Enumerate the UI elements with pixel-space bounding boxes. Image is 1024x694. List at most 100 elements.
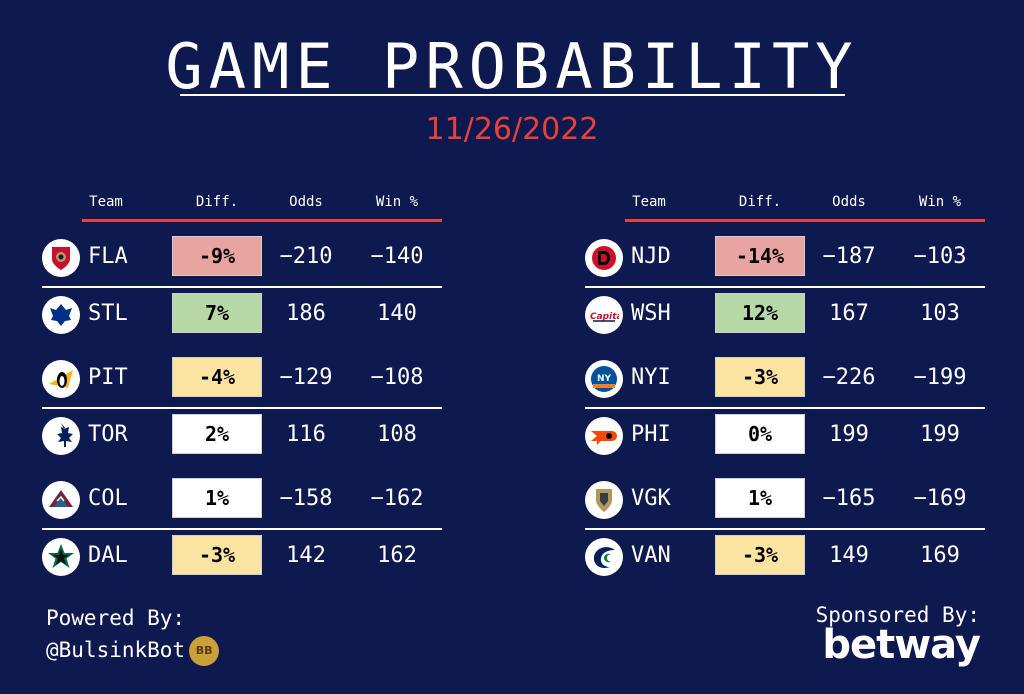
table-row: FLA -9% −210 −140 [42, 233, 442, 283]
team-abbr: VGK [631, 486, 671, 511]
capitals-logo-icon: Capitals [585, 296, 623, 334]
team-abbr: TOR [88, 422, 128, 447]
win-value: 199 [920, 422, 960, 447]
odds-value: 142 [286, 543, 326, 568]
team-abbr: PIT [88, 365, 128, 390]
team-abbr: FLA [88, 244, 128, 269]
team-abbr: STL [88, 301, 128, 326]
penguins-logo-icon [42, 360, 80, 398]
right-probability-table: Team Diff. Odds Win % NJD -14% −187 −103… [585, 188, 985, 576]
header-win: Win % [375, 194, 419, 210]
team-abbr: NYI [631, 365, 671, 390]
row-divider [585, 286, 985, 288]
sponsor-logo: betway [822, 622, 981, 668]
odds-value: 149 [829, 543, 869, 568]
table-row: Capitals WSH 12% 167 103 [585, 290, 985, 340]
sponsored-label: Sponsored By: [815, 603, 980, 627]
diff-badge: -4% [172, 357, 262, 397]
win-value: 103 [920, 301, 960, 326]
diff-badge: 2% [172, 414, 262, 454]
title-underline [180, 94, 845, 96]
game-date: 11/26/2022 [425, 112, 599, 147]
win-value: −199 [913, 365, 967, 390]
diff-badge: -3% [172, 535, 262, 575]
row-divider [42, 286, 442, 288]
win-value: 162 [377, 543, 417, 568]
odds-value: 116 [286, 422, 326, 447]
table-row: TOR 2% 116 108 [42, 411, 442, 461]
diff-badge: -3% [715, 535, 805, 575]
header-team: Team [632, 194, 666, 210]
win-value: −103 [913, 244, 967, 269]
header-odds: Odds [832, 194, 866, 210]
table-row: DAL -3% 142 162 [42, 532, 442, 582]
maple-leafs-logo-icon [42, 417, 80, 455]
win-value: −169 [913, 486, 967, 511]
team-abbr: PHI [631, 422, 671, 447]
diff-badge: -9% [172, 236, 262, 276]
blues-logo-icon [42, 296, 80, 334]
table-row: STL 7% 186 140 [42, 290, 442, 340]
odds-value: −226 [822, 365, 876, 390]
win-value: 140 [377, 301, 417, 326]
odds-value: −210 [279, 244, 333, 269]
table-row: VAN -3% 149 169 [585, 532, 985, 582]
diff-badge: 12% [715, 293, 805, 333]
row-divider [585, 407, 985, 409]
diff-badge: 1% [715, 478, 805, 518]
diff-badge: -3% [715, 357, 805, 397]
powered-handle-line: @BulsinkBot BB [46, 634, 220, 666]
row-divider [42, 528, 442, 530]
win-value: 108 [377, 422, 417, 447]
table-header: Team Diff. Odds Win % [585, 188, 985, 222]
svg-text:NY: NY [597, 374, 612, 384]
header-diff: Diff. [738, 194, 782, 210]
win-value: −140 [370, 244, 424, 269]
header-rule [625, 219, 985, 222]
odds-value: −158 [279, 486, 333, 511]
diff-badge: -14% [715, 236, 805, 276]
row-divider [585, 528, 985, 530]
header-diff: Diff. [195, 194, 239, 210]
sponsored-by: Sponsored By: betway [815, 603, 981, 668]
table-header: Team Diff. Odds Win % [42, 188, 442, 222]
islanders-logo-icon: NY [585, 360, 623, 398]
devils-logo-icon [585, 239, 623, 277]
stars-logo-icon [42, 538, 80, 576]
diff-badge: 1% [172, 478, 262, 518]
header-odds: Odds [289, 194, 323, 210]
odds-value: 186 [286, 301, 326, 326]
table-row: VGK 1% −165 −169 [585, 475, 985, 525]
canucks-logo-icon [585, 538, 623, 576]
table-row: PHI 0% 199 199 [585, 411, 985, 461]
odds-value: −165 [822, 486, 876, 511]
bot-handle[interactable]: @BulsinkBot [46, 638, 186, 662]
odds-value: 199 [829, 422, 869, 447]
team-abbr: COL [88, 486, 128, 511]
row-divider [42, 407, 442, 409]
odds-value: 167 [829, 301, 869, 326]
powered-by: Powered By: @BulsinkBot BB [46, 602, 220, 666]
table-row: NY NYI -3% −226 −199 [585, 354, 985, 404]
win-value: −108 [370, 365, 424, 390]
team-abbr: VAN [631, 543, 671, 568]
panthers-logo-icon [42, 239, 80, 277]
bulsinkbot-logo-icon: BB [189, 636, 220, 666]
win-value: 169 [920, 543, 960, 568]
team-abbr: DAL [88, 543, 128, 568]
left-probability-table: Team Diff. Odds Win % FLA -9% −210 −140 … [42, 188, 442, 576]
odds-value: −129 [279, 365, 333, 390]
header-rule [82, 219, 442, 222]
diff-badge: 0% [715, 414, 805, 454]
table-row: PIT -4% −129 −108 [42, 354, 442, 404]
powered-label: Powered By: [46, 606, 186, 630]
table-row: NJD -14% −187 −103 [585, 233, 985, 283]
golden-knights-logo-icon [585, 481, 623, 519]
team-abbr: NJD [631, 244, 671, 269]
flyers-logo-icon [585, 417, 623, 455]
avalanche-logo-icon [42, 481, 80, 519]
table-row: COL 1% −158 −162 [42, 475, 442, 525]
page-title: GAME PROBABILITY [165, 30, 859, 103]
svg-text:Capitals: Capitals [590, 312, 619, 322]
team-abbr: WSH [631, 301, 671, 326]
